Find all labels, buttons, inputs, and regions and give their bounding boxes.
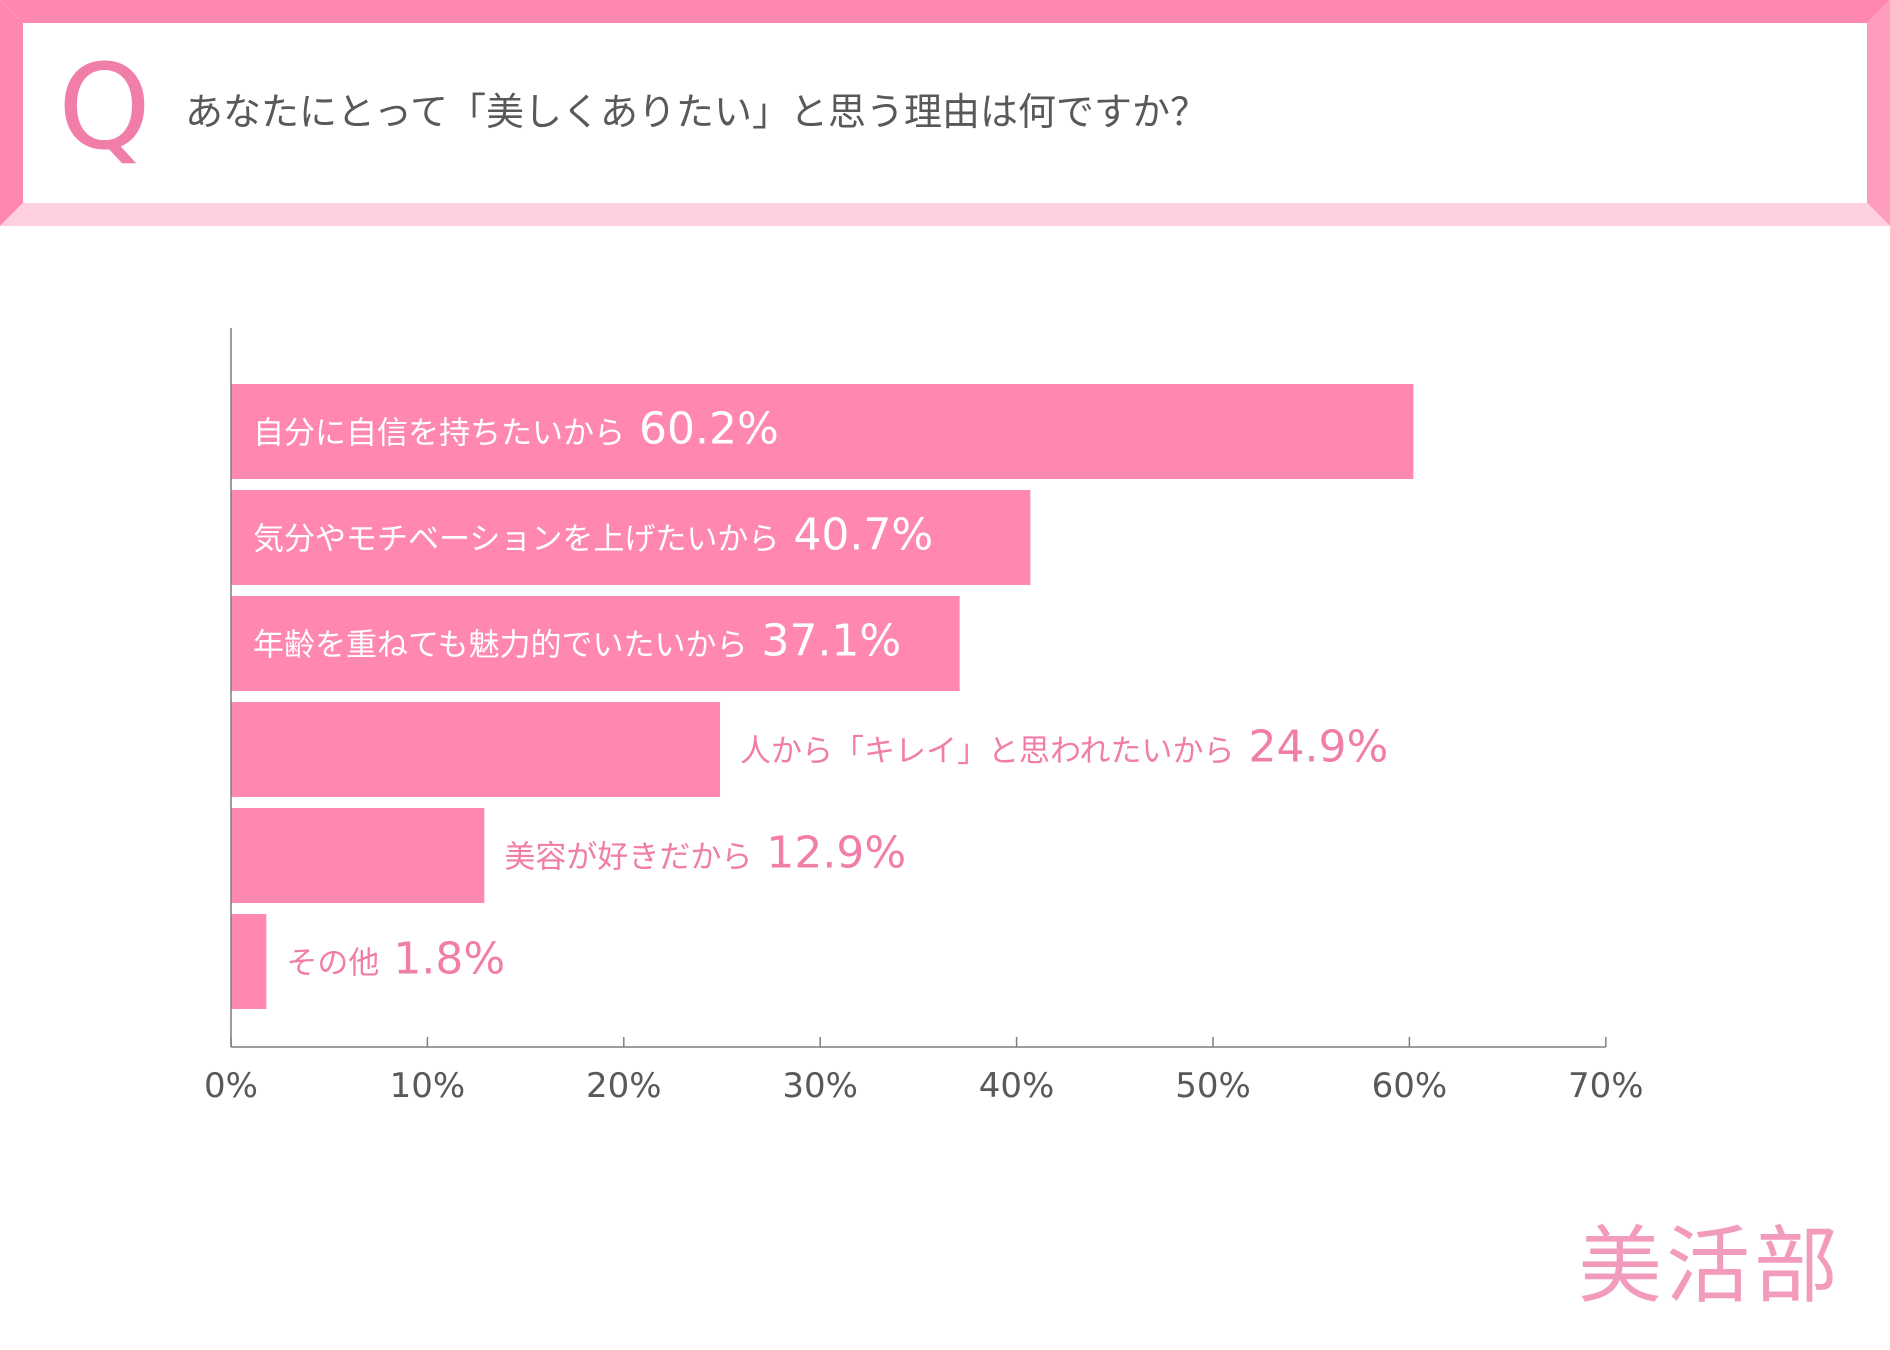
bar-2: [231, 490, 1031, 585]
bar-label-6: その他 1.8%: [286, 934, 505, 985]
bar-category-label: 自分に自信を持ちたいから: [253, 416, 625, 452]
bar-label-5: 美容が好きだから 12.9%: [504, 828, 906, 879]
bar-label-3: 年齢を重ねても魅力的でいたいから 37.1%: [253, 616, 901, 667]
bar-label-2: 気分やモチベーションを上げたいから 40.7%: [253, 510, 933, 561]
x-tick-label: 70%: [1568, 1066, 1644, 1106]
bar-value-label: 40.7%: [793, 510, 933, 561]
question-title: あなたにとって「美しくありたい」と思う理由は何ですか？: [185, 90, 1208, 134]
bar-6: [231, 914, 267, 1009]
bar-value-label: 1.8%: [393, 934, 505, 985]
bar-category-label: その他: [286, 946, 379, 982]
frame-top-band: [0, 0, 1890, 23]
bar-value-label: 12.9%: [766, 828, 906, 879]
question-header-frame: [0, 0, 1890, 226]
bar-5: [231, 808, 485, 903]
q-mark-icon: Q: [58, 38, 151, 176]
bar-category-label: 気分やモチベーションを上げたいから: [253, 522, 779, 558]
bars-layer: [231, 384, 1414, 1009]
x-tick-label: 60%: [1372, 1066, 1448, 1106]
brand-logo: 美活部: [1577, 1217, 1842, 1315]
bar-category-label: 年齢を重ねても魅力的でいたいから: [253, 628, 747, 664]
bar-category-label: 人から「キレイ」と思われたいから: [740, 734, 1234, 770]
frame-bottom-band: [0, 203, 1890, 226]
x-tick-label: 40%: [979, 1066, 1055, 1106]
frame-inner-panel: [23, 23, 1867, 203]
bar-3: [231, 596, 960, 691]
bar-1: [231, 384, 1414, 479]
bar-value-label: 37.1%: [761, 616, 901, 667]
frame-left-band: [0, 0, 23, 226]
x-tick-label: 0%: [204, 1066, 258, 1106]
x-tick-label: 30%: [782, 1066, 858, 1106]
bar-label-1: 自分に自信を持ちたいから 60.2%: [253, 404, 779, 455]
bar-label-4: 人から「キレイ」と思われたいから 24.9%: [740, 722, 1388, 773]
bar-value-label: 24.9%: [1248, 722, 1388, 773]
bar-labels-layer: 自分に自信を持ちたいから 60.2% 気分やモチベーションを上げたいから 40.7% 年…: [253, 404, 1388, 985]
bar-4: [231, 702, 721, 797]
axis-layer: 0% 10% 20% 30% 40% 50% 60% 70%: [204, 328, 1644, 1106]
bar-value-label: 60.2%: [639, 404, 779, 455]
frame-right-band: [1867, 0, 1890, 226]
x-tick-label: 50%: [1175, 1066, 1251, 1106]
bar-category-label: 美容が好きだから: [504, 840, 752, 876]
x-tick-label: 10%: [390, 1066, 466, 1106]
x-tick-label: 20%: [586, 1066, 662, 1106]
